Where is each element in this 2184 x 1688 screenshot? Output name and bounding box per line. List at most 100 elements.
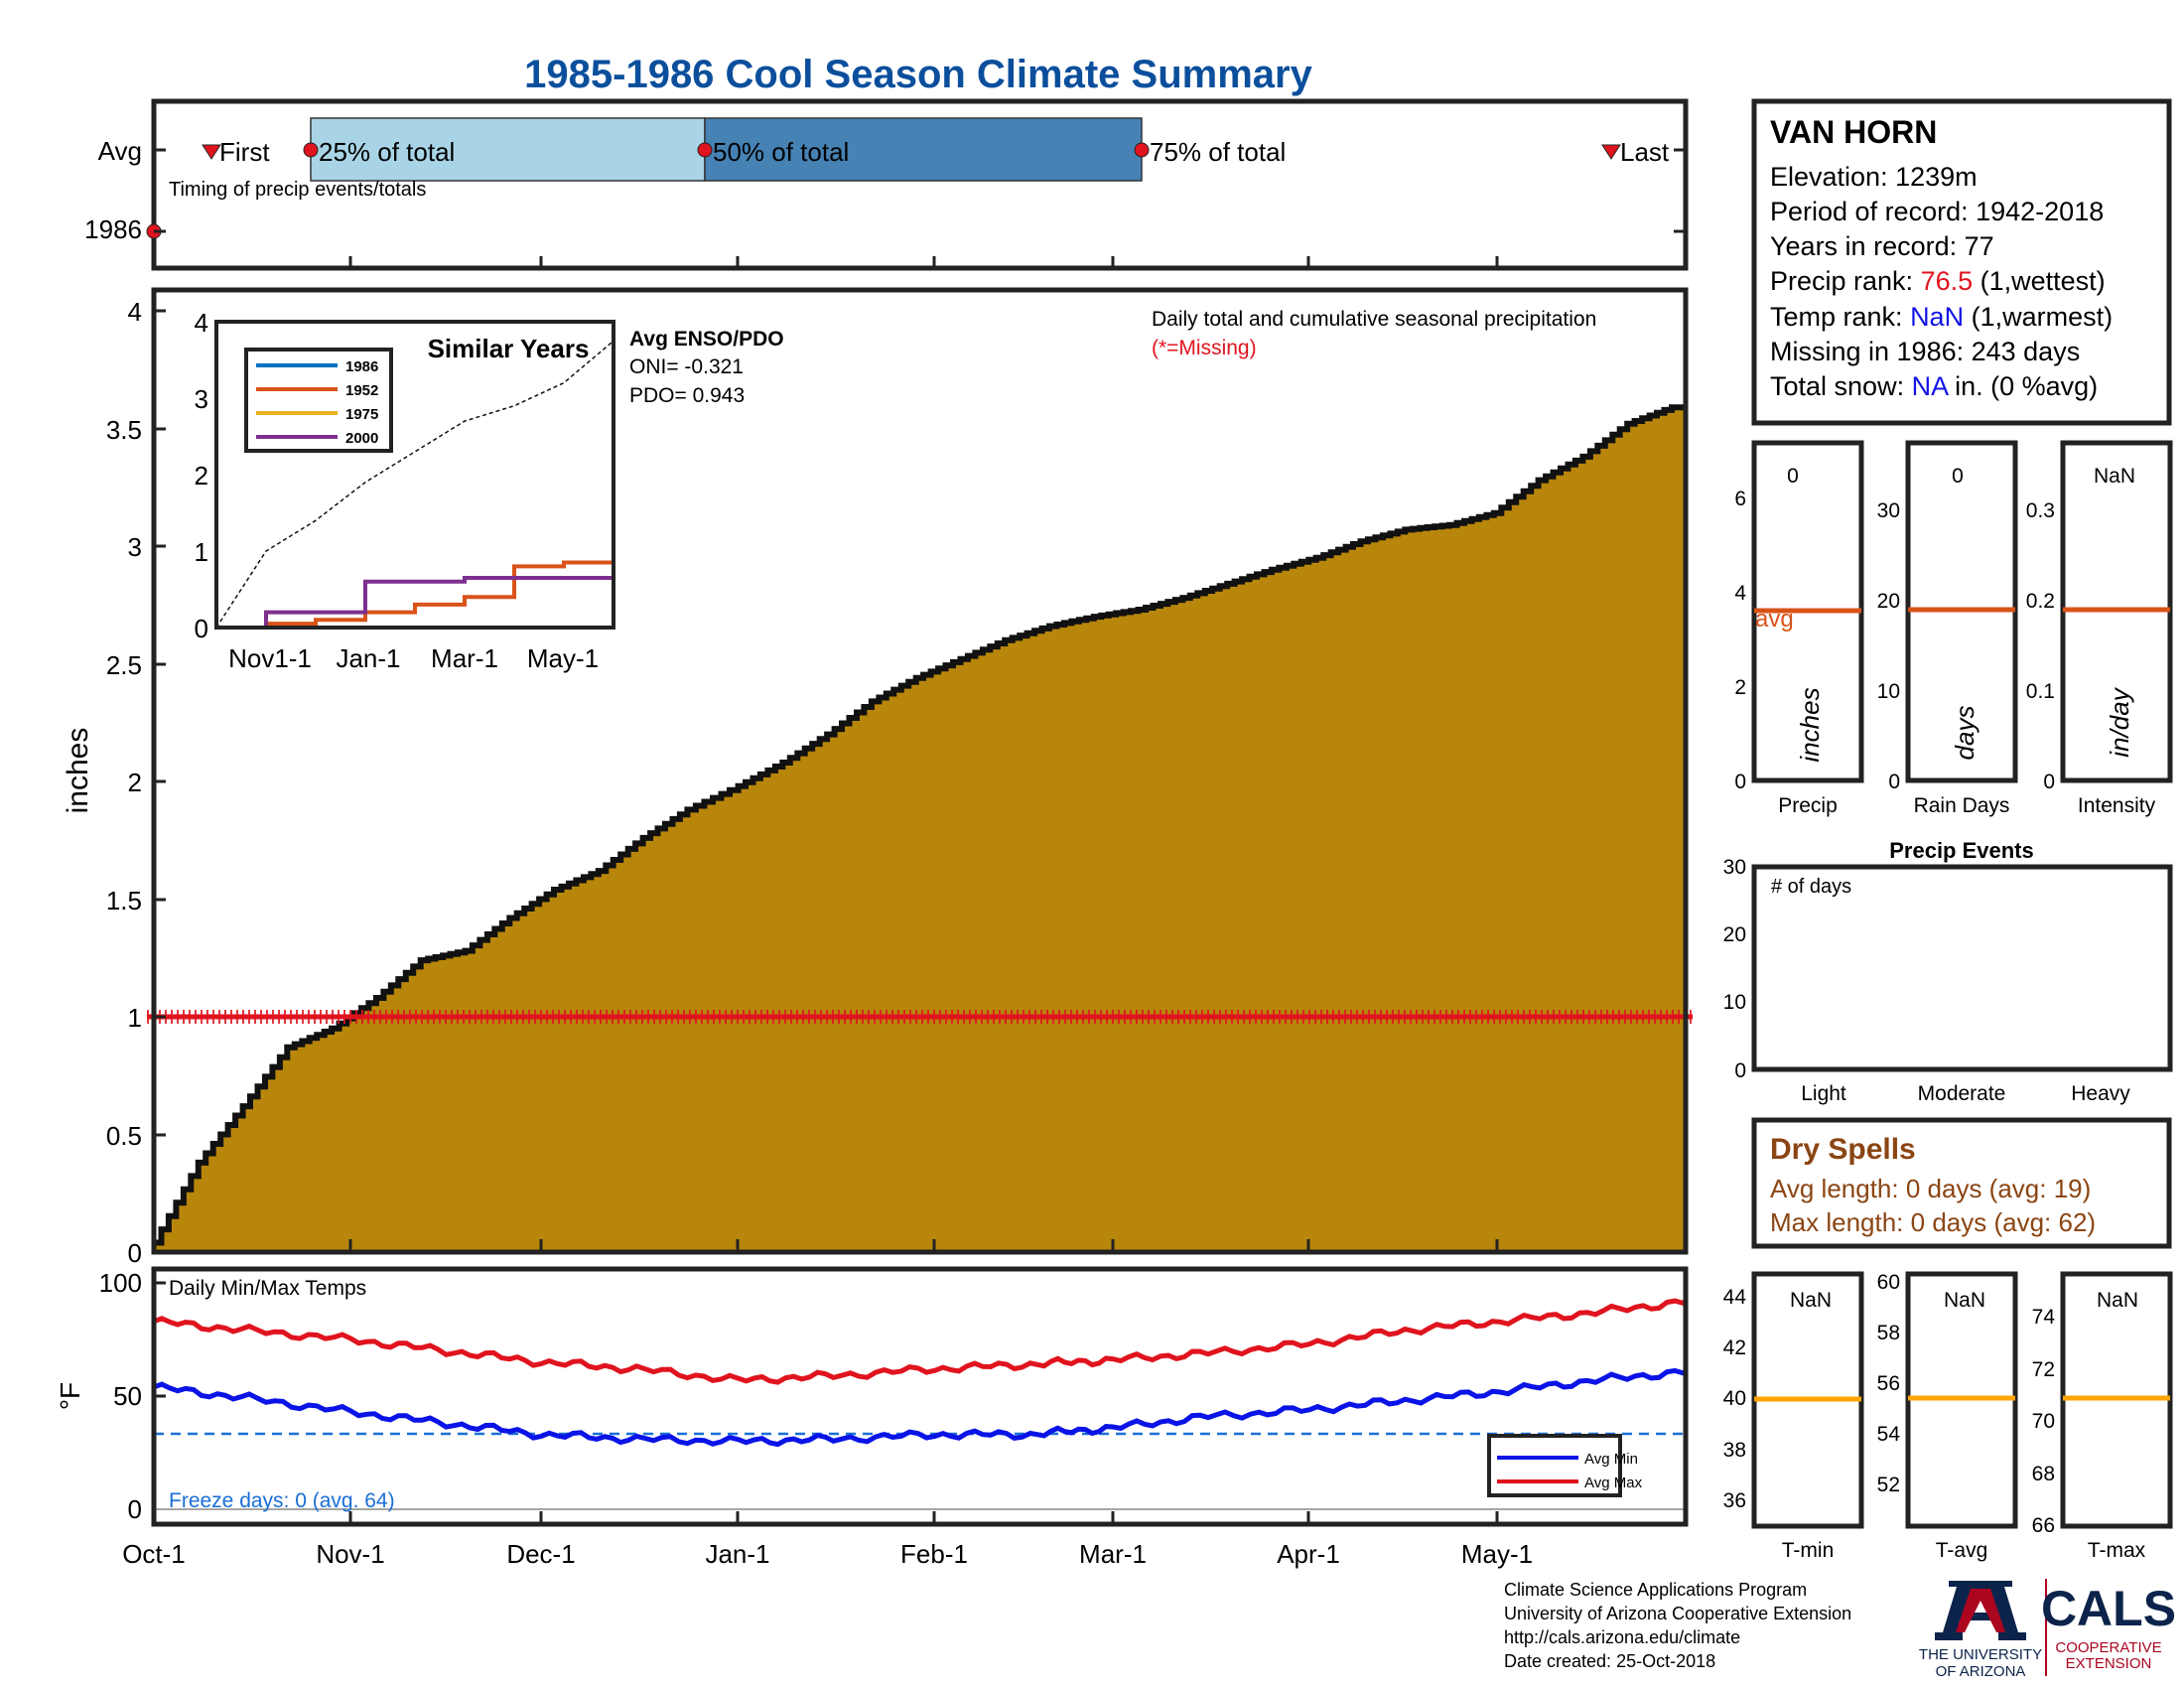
ua-logo-text: THE UNIVERSITY (1919, 1646, 2042, 1663)
dry-spells-max: Max length: 0 days (avg: 62) (1770, 1207, 2096, 1237)
inset-y-tick: 4 (195, 308, 208, 338)
cals-logo-subtext: COOPERATIVE (2055, 1639, 2161, 1656)
tmax-mini-tick: 74 (2032, 1306, 2056, 1329)
precip-mini-tick: 0 (1734, 771, 1746, 793)
footer-line: http://cals.arizona.edu/climate (1504, 1627, 1740, 1647)
precip-mini-unit: inches (1795, 687, 1825, 762)
first-event-label: First (219, 137, 270, 167)
precip-mini-bar: avg 0 inches 0 2 4 6 Precip (1734, 440, 1864, 817)
dry-spells-box: Dry Spells Avg length: 0 days (avg: 19) … (1751, 1117, 2172, 1249)
station-years: Years in record: 77 (1770, 231, 1994, 261)
intensity-mini-bar: NaN in/day 0 0.1 0.2 0.3 Intensity (2026, 440, 2173, 817)
missing-note: (*=Missing) (1152, 337, 1257, 359)
station-period: Period of record: 1942-2018 (1770, 197, 2104, 226)
legend-label-avg-max: Avg Max (1584, 1475, 1643, 1491)
tmax-mini-ticks: 66 68 70 72 74 (2032, 1306, 2056, 1537)
tmin-mini-ticks: 36 38 40 42 44 (1723, 1286, 1747, 1512)
rain-days-mini-bar: 0 days 0 10 20 30 Rain Days (1877, 440, 2018, 817)
temp-legend-box (1487, 1434, 1622, 1497)
freeze-days-note: Freeze days: 0 (avg. 64) (169, 1489, 395, 1512)
precip-y-tick: 2 (128, 768, 142, 797)
temp-y-tick: 0 (128, 1494, 142, 1524)
cals-logo-text: CALS (2041, 1581, 2176, 1636)
precip-mini-ticks: 0 2 4 6 (1734, 488, 1746, 793)
avg-max-temp-line (153, 1298, 1688, 1385)
precip-events-tick: 30 (1723, 856, 1746, 879)
inset-y-ticks: 0 1 2 3 4 (195, 308, 208, 643)
precip-y-tick: 0 (128, 1238, 142, 1268)
precip-mini-value: 0 (1787, 465, 1799, 488)
inset-y-tick: 2 (195, 461, 208, 491)
legend-label-1975: 1975 (345, 406, 378, 423)
enso-oni: ONI= -0.321 (629, 355, 744, 378)
dry-spells-title: Dry Spells (1770, 1133, 1916, 1166)
precip-y-tick: 3.5 (106, 415, 142, 445)
avg-min-temp-line (153, 1367, 1688, 1448)
inset-x-tick: Nov1-1 (228, 643, 312, 673)
timing-x-ticks (154, 148, 1686, 268)
tavg-mini-bar: NaN 52 54 56 58 60 T-avg (1877, 1271, 2018, 1562)
legend-label-1986: 1986 (345, 358, 378, 375)
temp-y-axis-label: °F (55, 1382, 85, 1410)
inset-y-tick: 1 (195, 537, 208, 567)
block-a-icon (1935, 1581, 2026, 1640)
temp-panel-title: Daily Min/Max Temps (169, 1277, 366, 1300)
tmax-mini-bar: NaN 66 68 70 72 74 T-max (2032, 1271, 2173, 1562)
inset-legend: 1986 1952 1975 2000 (256, 358, 378, 447)
last-event-label: Last (1620, 137, 1670, 167)
station-info-box: VAN HORN Elevation: 1239m Period of reco… (1751, 98, 2172, 426)
precip-y-ticks: 0 0.5 1 1.5 2 2.5 3 3.5 4 (106, 297, 142, 1268)
precip-panel-frame (151, 287, 1689, 1255)
temp-panel: Daily Min/Max Temps °F 0 50 100 Freeze d… (55, 1266, 1689, 1527)
q50-label: 50% of total (713, 137, 849, 167)
x-tick-label: Apr-1 (1277, 1539, 1340, 1569)
inset-x-tick: Mar-1 (431, 643, 498, 673)
tmin-mini-value: NaN (1790, 1289, 1832, 1312)
tavg-mini-tick: 54 (1877, 1423, 1901, 1446)
precip-events-caption: # of days (1771, 876, 1851, 898)
precip-panel: inches 0 0.5 1 1.5 2 2.5 3 3.5 4 Daily t… (62, 287, 1693, 1268)
legend-label-avg-min: Avg Min (1584, 1451, 1638, 1468)
precip-events-category: Heavy (2071, 1082, 2130, 1105)
similar-years-inset: 0 1 2 3 4 Nov1-1 Jan-1 Mar-1 May-1 Simil… (195, 308, 784, 673)
tmax-mini-tick: 70 (2032, 1410, 2055, 1433)
precip-annotation: Daily total and cumulative seasonal prec… (1152, 308, 1596, 331)
tmax-mini-value: NaN (2097, 1289, 2138, 1312)
rain-days-mini-label: Rain Days (1914, 794, 2010, 817)
last-event-marker (1601, 144, 1621, 160)
footer-credits: Climate Science Applications Program Uni… (1504, 1580, 1851, 1671)
cumulative-precip-line (154, 404, 1686, 1246)
q75-label: 75% of total (1150, 137, 1286, 167)
precip-y-tick: 0.5 (106, 1121, 142, 1151)
tmin-mini-tick: 42 (1723, 1336, 1746, 1359)
x-tick-label: Mar-1 (1079, 1539, 1147, 1569)
tavg-mini-tick: 60 (1877, 1271, 1900, 1294)
rain-days-mini-tick: 30 (1877, 499, 1900, 522)
station-snow: Total snow: NA in. (0 %avg) (1770, 371, 2098, 401)
q50-box (704, 117, 1143, 182)
tmin-mini-label: T-min (1782, 1539, 1835, 1562)
university-of-arizona-logo: THE UNIVERSITY OF ARIZONA (1919, 1581, 2042, 1680)
station-elevation: Elevation: 1239m (1770, 162, 1978, 192)
cals-logo-subtext: EXTENSION (2066, 1655, 2152, 1672)
enso-pdo: PDO= 0.943 (629, 384, 745, 407)
q25-box (310, 117, 706, 182)
inset-x-tick: May-1 (527, 643, 599, 673)
dry-spells-frame (1751, 1117, 2172, 1249)
precip-events-ticks: 0 10 20 30 (1723, 856, 1746, 1082)
intensity-mini-tick: 0 (2043, 771, 2055, 793)
x-tick-label: May-1 (1461, 1539, 1533, 1569)
q50-marker (697, 142, 713, 158)
enso-title: Avg ENSO/PDO (629, 328, 784, 351)
inset-frame (214, 320, 615, 630)
tavg-mini-tick: 58 (1877, 1322, 1900, 1344)
x-tick-label: Jan-1 (705, 1539, 769, 1569)
intensity-mini-tick: 0.1 (2026, 680, 2055, 703)
rain-days-mini-tick: 20 (1877, 590, 1900, 613)
precip-events-panel: Precip Events # of days 0 10 20 30 Light… (1723, 838, 2173, 1105)
temp-tick-marks (154, 1281, 1499, 1524)
precip-tick-marks (154, 309, 1499, 1252)
q25-marker (303, 142, 319, 158)
temp-y-ticks: 0 50 100 (99, 1268, 142, 1524)
